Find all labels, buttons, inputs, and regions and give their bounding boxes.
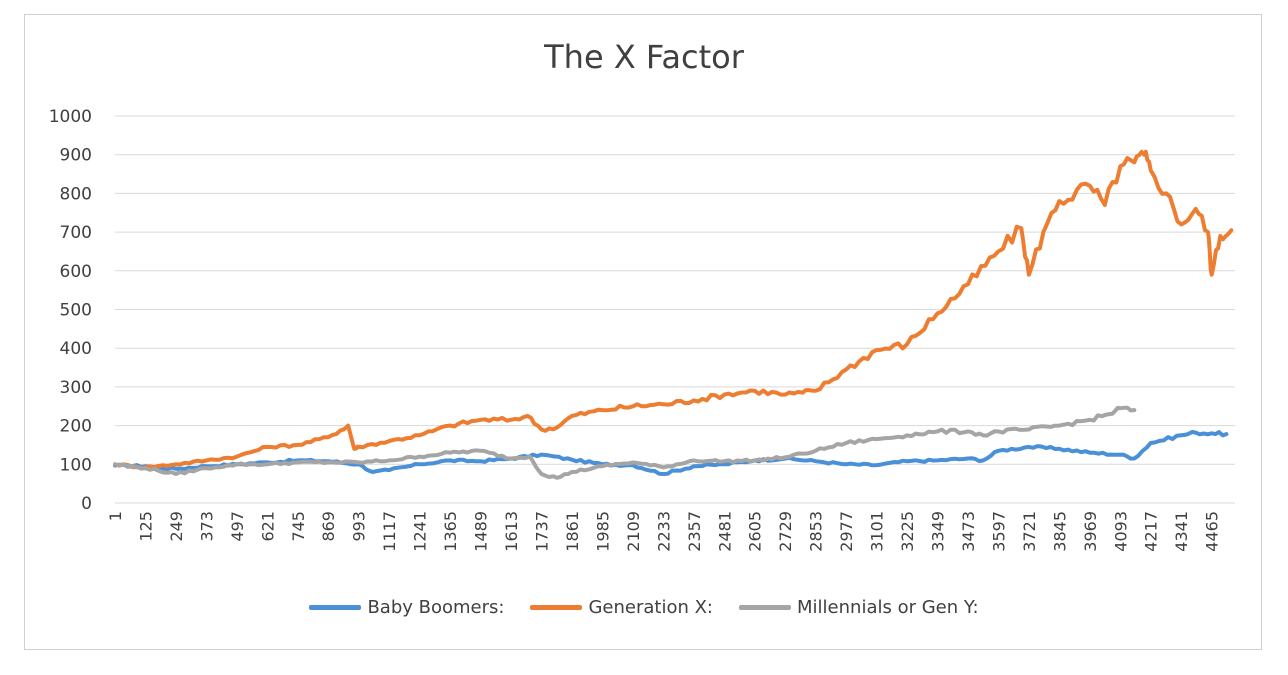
x-tick-label: 1613 bbox=[502, 511, 521, 552]
y-tick-label: 400 bbox=[60, 339, 92, 359]
x-tick-label: 2605 bbox=[746, 511, 765, 552]
legend-swatch-baby-boomers bbox=[309, 605, 362, 610]
x-tick-label: 621 bbox=[258, 511, 277, 542]
legend-label-baby-boomers: Baby Boomers: bbox=[367, 597, 505, 618]
x-tick-label: 1365 bbox=[441, 511, 460, 552]
x-tick-label: 2109 bbox=[624, 511, 643, 552]
x-tick-label: 2853 bbox=[807, 511, 826, 552]
x-tick-label: 4217 bbox=[1142, 511, 1161, 552]
x-tick-label: 1117 bbox=[380, 511, 399, 552]
chart-title: The X Factor bbox=[544, 38, 744, 76]
series-line-generation-x bbox=[113, 149, 1234, 470]
x-tick-label: 3597 bbox=[989, 511, 1008, 552]
x-tick-label: 3473 bbox=[959, 511, 978, 552]
x-tick-label: 3969 bbox=[1081, 511, 1100, 552]
x-tick-label: 2729 bbox=[776, 511, 795, 552]
x-tick-label: 1489 bbox=[472, 511, 491, 552]
y-tick-label: 0 bbox=[81, 494, 92, 514]
legend-item-generation-x[interactable]: Generation X: bbox=[530, 597, 713, 618]
x-tick-label: 3225 bbox=[898, 511, 917, 552]
y-tick-label: 300 bbox=[60, 378, 92, 398]
y-tick-label: 800 bbox=[60, 184, 92, 204]
x-tick-label: 1 bbox=[106, 511, 125, 521]
legend-swatch-generation-x bbox=[530, 605, 583, 610]
x-tick-label: 2233 bbox=[654, 511, 673, 552]
chart-frame bbox=[24, 14, 1262, 650]
legend-label-millennials: Millennials or Gen Y: bbox=[797, 597, 979, 618]
x-tick-label: 1985 bbox=[593, 511, 612, 552]
y-tick-label: 600 bbox=[60, 262, 92, 282]
x-tick-label: 497 bbox=[228, 511, 247, 542]
x-tick-label: 3101 bbox=[868, 511, 887, 552]
x-tick-label: 249 bbox=[167, 511, 186, 542]
x-tick-label: 745 bbox=[289, 511, 308, 542]
y-tick-label: 700 bbox=[60, 223, 92, 243]
y-tick-label: 200 bbox=[60, 417, 92, 437]
y-tick-label: 1000 bbox=[49, 107, 92, 127]
legend-label-generation-x: Generation X: bbox=[588, 597, 714, 618]
series-line-millennials-or-gen-y bbox=[113, 405, 1137, 480]
x-tick-label: 993 bbox=[350, 511, 369, 542]
x-tick-label: 373 bbox=[197, 511, 216, 542]
x-tick-label: 125 bbox=[136, 511, 155, 542]
legend-item-millennials[interactable]: Millennials or Gen Y: bbox=[739, 597, 979, 618]
x-tick-label: 2357 bbox=[685, 511, 704, 552]
x-tick-label: 2977 bbox=[837, 511, 856, 552]
x-tick-label: 4093 bbox=[1111, 511, 1130, 552]
x-tick-label: 3845 bbox=[1050, 511, 1069, 552]
y-tick-label: 500 bbox=[60, 301, 92, 321]
x-tick-label: 1861 bbox=[563, 511, 582, 552]
x-tick-label: 869 bbox=[319, 511, 338, 542]
x-tick-label: 3349 bbox=[928, 511, 947, 552]
x-tick-label: 4465 bbox=[1203, 511, 1222, 552]
y-tick-label: 900 bbox=[60, 146, 92, 166]
x-tick-label: 3721 bbox=[1020, 511, 1039, 552]
legend-swatch-millennials bbox=[739, 605, 792, 610]
x-tick-label: 1737 bbox=[532, 511, 551, 552]
chart-legend: Baby Boomers: Generation X: Millennials … bbox=[0, 597, 1288, 618]
x-tick-label: 1241 bbox=[411, 511, 430, 552]
y-tick-label: 100 bbox=[60, 455, 92, 475]
x-tick-label: 4341 bbox=[1172, 511, 1191, 552]
legend-item-baby-boomers[interactable]: Baby Boomers: bbox=[309, 597, 504, 618]
x-tick-label: 2481 bbox=[715, 511, 734, 552]
